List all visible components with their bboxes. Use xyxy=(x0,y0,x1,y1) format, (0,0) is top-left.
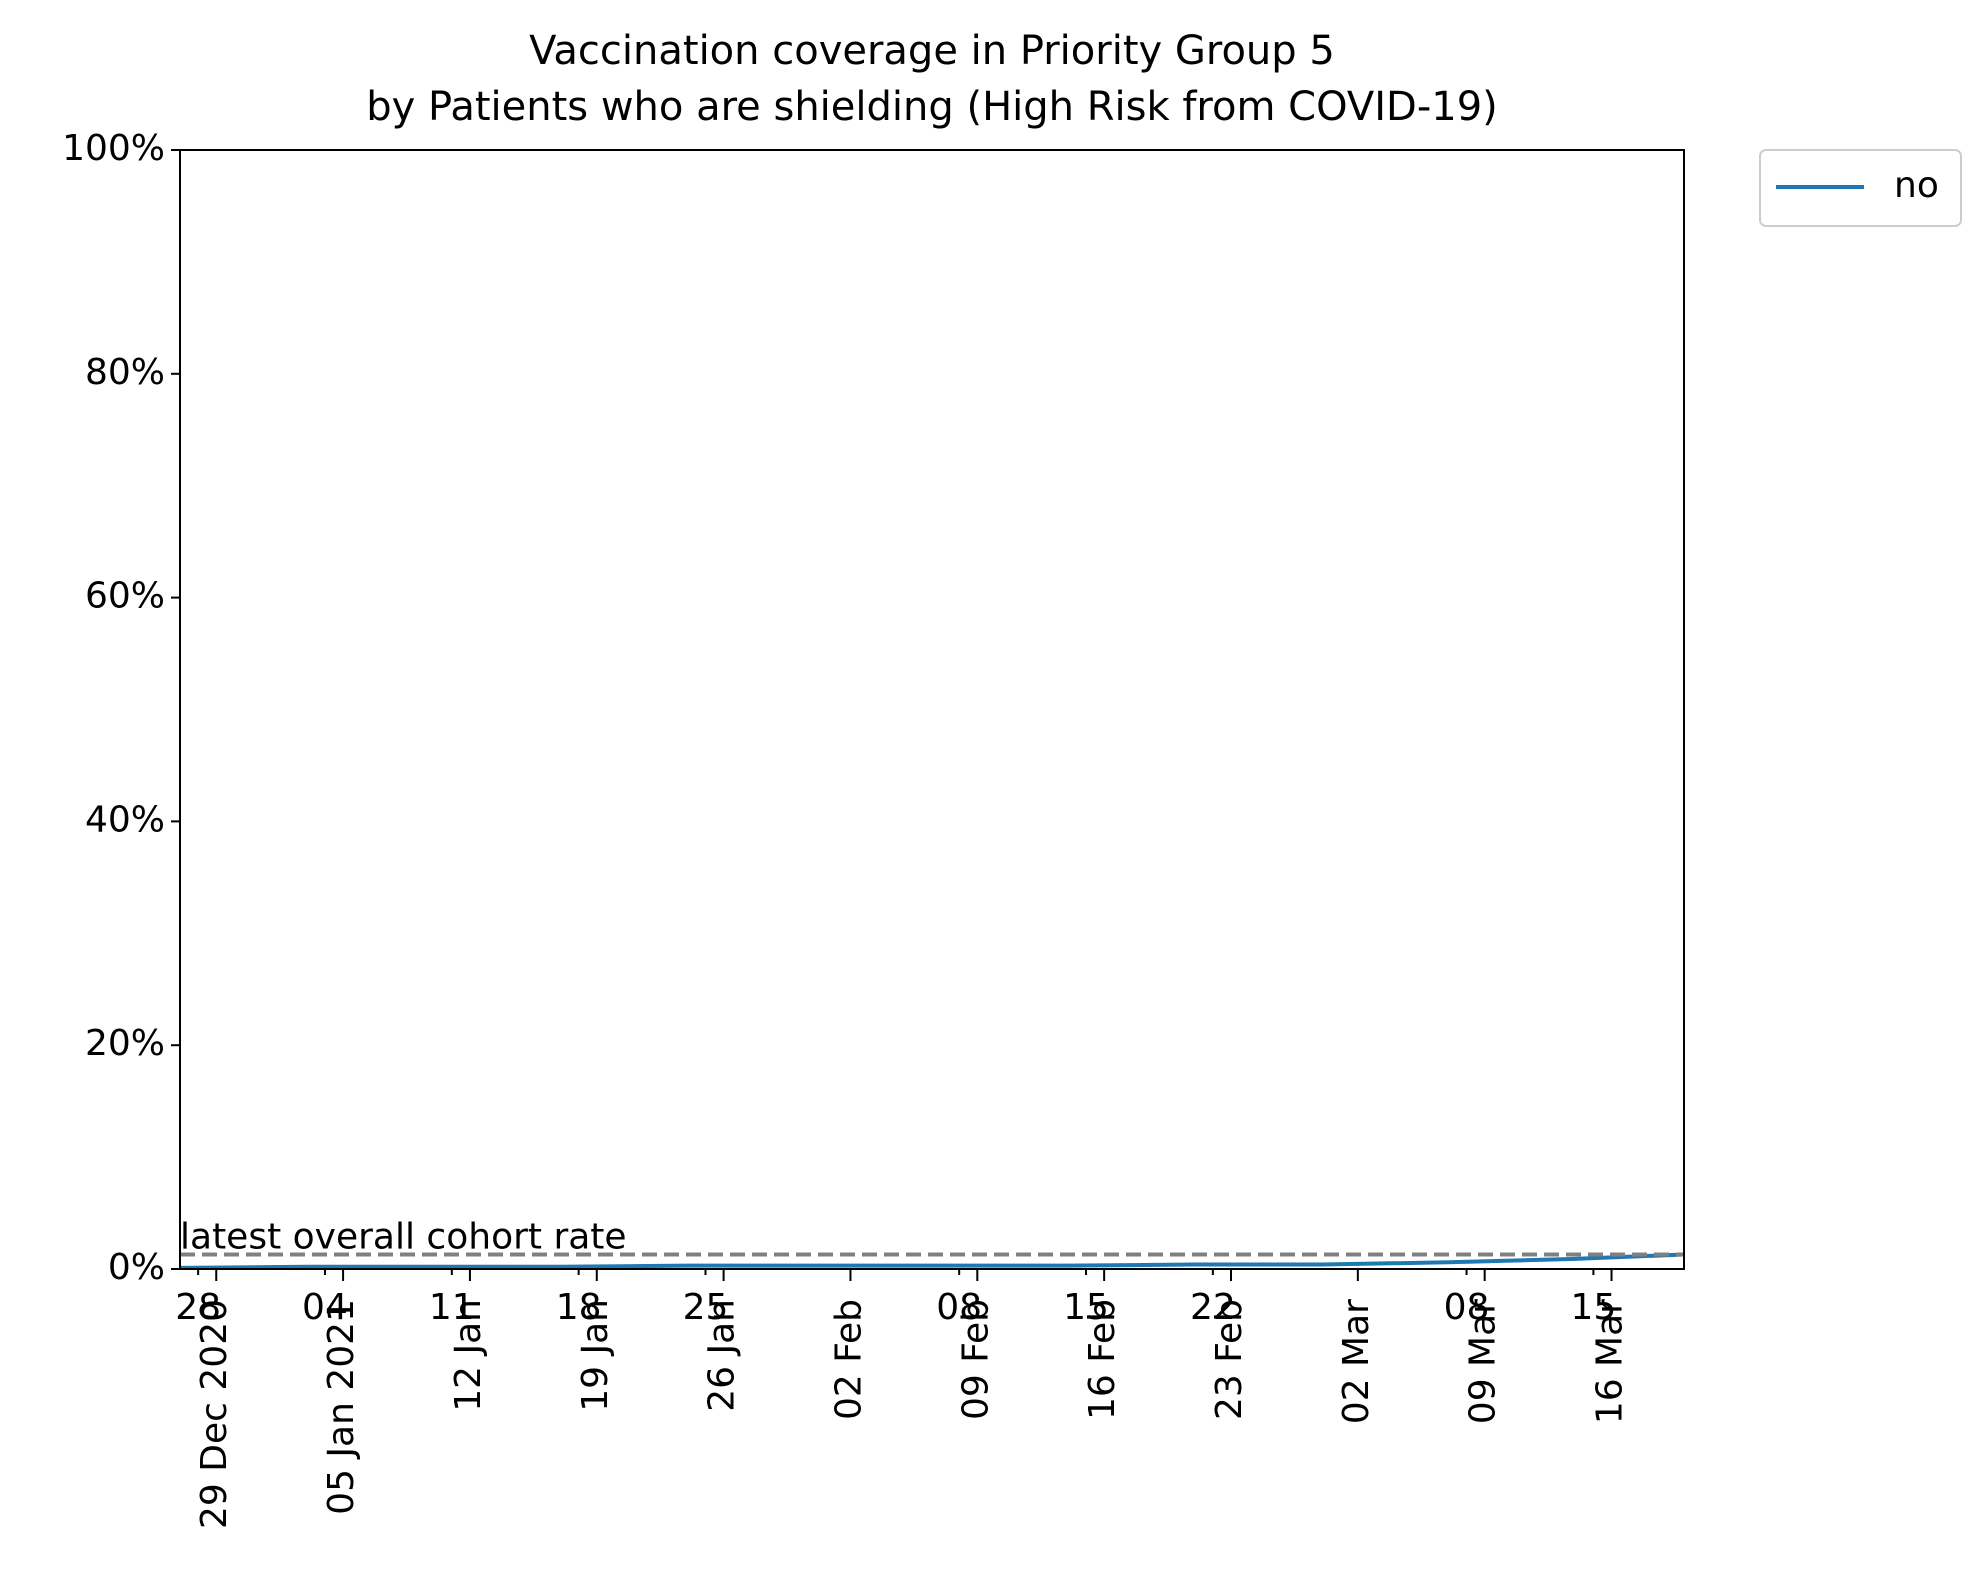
x-minor-tick-label: 15 xyxy=(1570,1287,1616,1328)
x-tick-label: 16 Mar xyxy=(1590,1299,1631,1424)
x-minor-tick-label: 08 xyxy=(1444,1287,1490,1328)
x-minor-tick-label: 25 xyxy=(683,1287,729,1328)
series-line xyxy=(179,1252,1685,1270)
x-minor-tick-label: 18 xyxy=(556,1287,602,1328)
x-tick-label: 12 Jan xyxy=(448,1299,489,1412)
x-minor-tick-label: 08 xyxy=(936,1287,982,1328)
y-tick-label: 80% xyxy=(85,352,165,393)
chart-subtitle: by Patients who are shielding (High Risk… xyxy=(366,84,1498,130)
chart-title: Vaccination coverage in Priority Group 5 xyxy=(529,28,1335,74)
y-tick-label: 0% xyxy=(108,1247,165,1288)
y-tick-label: 100% xyxy=(62,128,165,169)
x-tick-label: 02 Mar xyxy=(1336,1299,1377,1424)
legend-label: no xyxy=(1894,165,1939,206)
x-minor-tick-label: 22 xyxy=(1190,1287,1236,1328)
x-tick-label: 09 Feb xyxy=(955,1299,996,1420)
x-tick-label: 29 Dec 2020 xyxy=(194,1299,235,1529)
x-minor-tick-label: 11 xyxy=(429,1287,475,1328)
x-minor-tick-label: 28 xyxy=(175,1287,221,1328)
x-minor-tick-label: 04 xyxy=(302,1287,348,1328)
x-tick-label: 23 Feb xyxy=(1209,1299,1250,1420)
reference-label: latest overall cohort rate xyxy=(180,1216,627,1257)
x-tick-label: 05 Jan 2021 xyxy=(321,1299,362,1515)
x-tick-label: 09 Mar xyxy=(1463,1299,1504,1424)
x-tick-label: 02 Feb xyxy=(828,1299,869,1420)
plot-frame xyxy=(179,149,1685,1270)
y-tick-label: 60% xyxy=(85,576,165,617)
y-tick-label: 40% xyxy=(85,799,165,840)
x-tick-label: 26 Jan xyxy=(702,1299,743,1412)
y-tick-label: 20% xyxy=(85,1023,165,1064)
x-minor-tick-label: 15 xyxy=(1063,1287,1109,1328)
x-tick-label: 16 Feb xyxy=(1082,1299,1123,1420)
x-tick-label: 19 Jan xyxy=(575,1299,616,1412)
